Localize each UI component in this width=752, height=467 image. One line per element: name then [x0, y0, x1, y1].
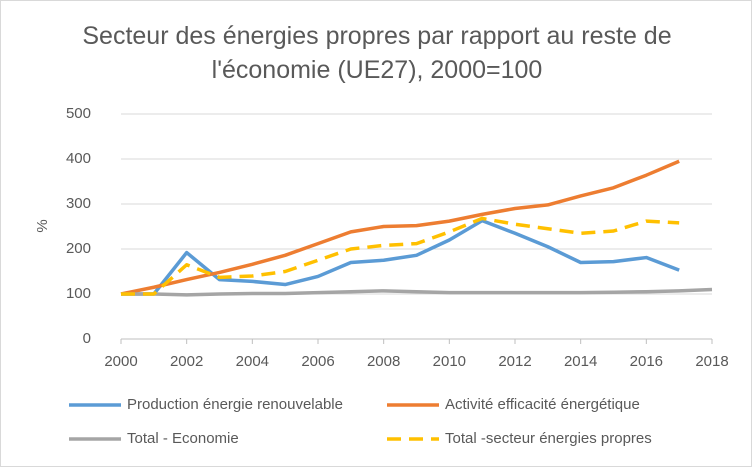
x-tick-label: 2016 — [630, 353, 663, 370]
x-tick-label: 2008 — [367, 353, 400, 370]
y-tick-label: 200 — [66, 240, 91, 257]
x-tick-label: 2018 — [695, 353, 728, 370]
legend-label: Total - Economie — [127, 430, 239, 447]
y-tick-label: 100 — [66, 285, 91, 302]
x-tick-label: 2014 — [564, 353, 597, 370]
y-tick-label: 300 — [66, 195, 91, 212]
chart-title: Secteur des énergies propres par rapport… — [82, 22, 672, 84]
x-tick-label: 2000 — [104, 353, 137, 370]
series-line — [121, 287, 713, 297]
series-line — [121, 218, 680, 296]
y-axis-label: % — [34, 219, 51, 232]
x-tick-label: 2002 — [170, 353, 203, 370]
x-tick-label: 2006 — [301, 353, 334, 370]
legend-label: Activité efficacité énergétique — [445, 396, 640, 413]
x-tick-label: 2004 — [236, 353, 269, 370]
legend-label: Total -secteur énergies propres — [445, 430, 652, 447]
y-tick-label: 500 — [66, 105, 91, 122]
x-tick-label: 2010 — [433, 353, 466, 370]
series-line — [121, 216, 680, 296]
series-line — [120, 159, 680, 296]
y-tick-label: 0 — [83, 330, 91, 347]
y-tick-label: 400 — [66, 150, 91, 167]
legend-label: Production énergie renouvelable — [127, 396, 343, 413]
x-tick-label: 2012 — [498, 353, 531, 370]
